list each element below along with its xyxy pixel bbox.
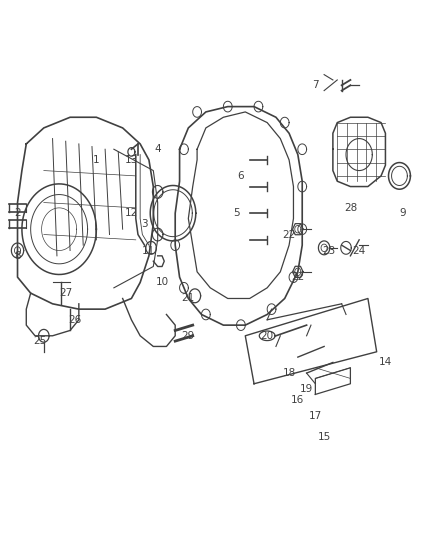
- Text: 1: 1: [93, 155, 100, 165]
- Text: 16: 16: [291, 395, 304, 405]
- Text: 25: 25: [33, 336, 46, 346]
- Text: 29: 29: [182, 331, 195, 341]
- Text: 2: 2: [14, 208, 21, 218]
- Text: 26: 26: [68, 315, 81, 325]
- Text: 13: 13: [125, 155, 138, 165]
- Text: 19: 19: [300, 384, 313, 394]
- Text: 8: 8: [14, 251, 21, 261]
- Text: 11: 11: [142, 246, 155, 255]
- Text: 12: 12: [125, 208, 138, 218]
- Text: 7: 7: [312, 80, 319, 90]
- Text: 9: 9: [399, 208, 406, 218]
- Text: 18: 18: [283, 368, 296, 378]
- Text: 5: 5: [233, 208, 240, 218]
- Text: 22: 22: [291, 272, 304, 282]
- Text: 24: 24: [353, 246, 366, 255]
- Text: 6: 6: [237, 171, 244, 181]
- Text: 10: 10: [155, 278, 169, 287]
- Text: 22: 22: [283, 230, 296, 239]
- Text: 15: 15: [318, 432, 331, 442]
- Text: 4: 4: [154, 144, 161, 154]
- Text: 23: 23: [322, 246, 335, 255]
- Text: 27: 27: [59, 288, 72, 298]
- Text: 20: 20: [261, 331, 274, 341]
- Text: 14: 14: [379, 358, 392, 367]
- Text: 28: 28: [344, 203, 357, 213]
- Text: 17: 17: [309, 411, 322, 421]
- Text: 3: 3: [141, 219, 148, 229]
- Text: 21: 21: [182, 294, 195, 303]
